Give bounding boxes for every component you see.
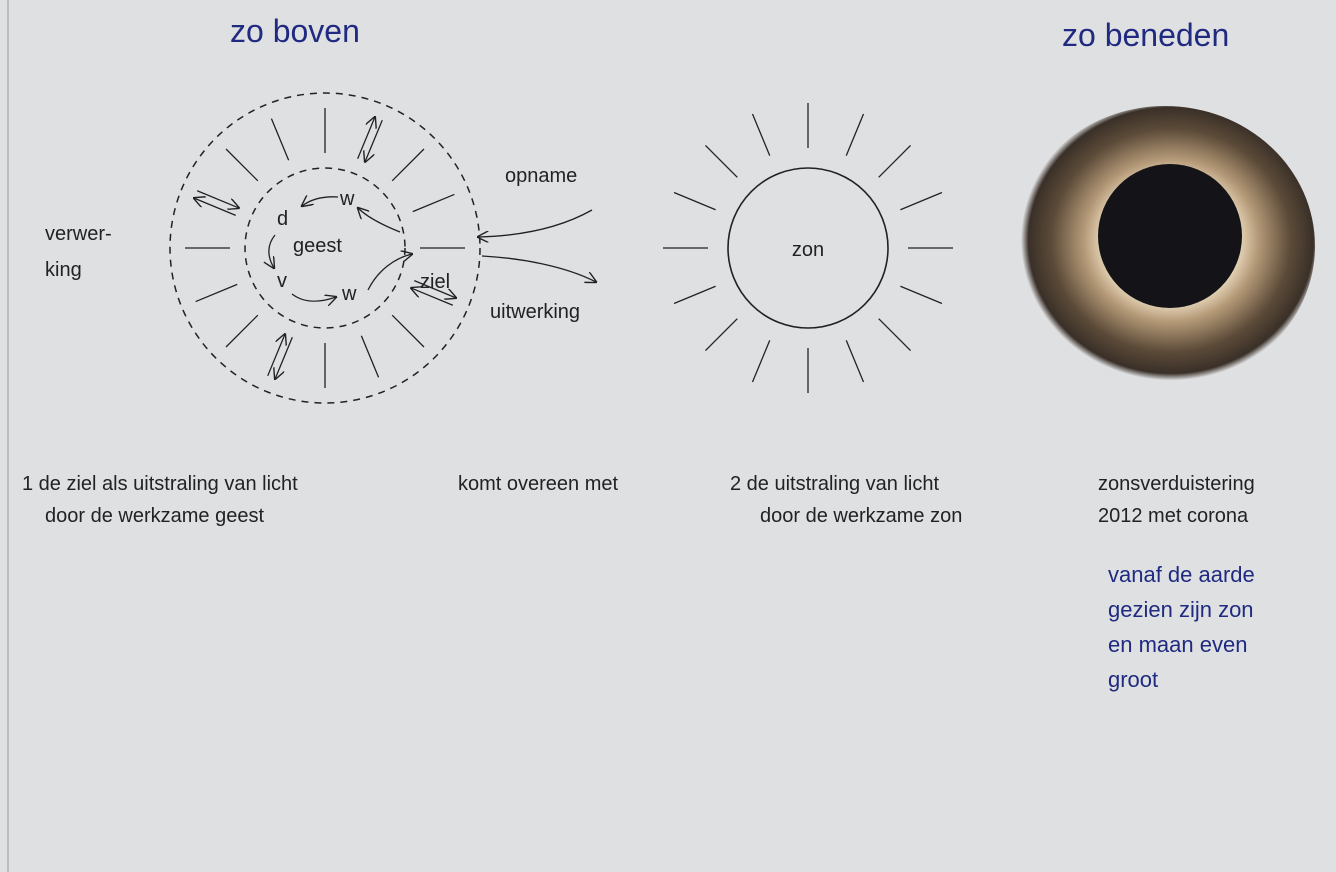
exchange-arrow [197,191,239,208]
caption: 1 de ziel als uitstraling van licht [22,473,298,495]
label: king [45,259,82,281]
ray [392,149,424,181]
inner-arrow [302,197,338,206]
ray [674,286,716,303]
label: opname [505,165,577,187]
letter: w [341,283,357,305]
caption: komt overeen met [458,473,619,495]
ray [413,194,455,211]
slide: zo boven zo beneden verwer- king opname … [0,0,1336,872]
ray [271,119,288,161]
ray [753,114,770,156]
ray [392,315,424,347]
inner-arrow [292,294,336,301]
ray [196,284,238,301]
ray [674,193,716,210]
caption: door de werkzame zon [760,505,962,527]
caption: 2012 met corona [1098,505,1249,527]
ray [879,319,911,351]
letter: w [339,188,355,210]
note: gezien zijn zon [1108,597,1254,622]
letter: d [277,208,288,230]
note: groot [1108,667,1158,692]
ray [705,319,737,351]
caption: door de werkzame geest [45,505,264,527]
moon-disk [1098,164,1242,308]
page: zo boven zo beneden {"headings": {"left"… [0,0,1336,872]
inner-arrow [368,254,412,290]
note: en maan even [1108,632,1247,657]
heading: zo beneden [1062,17,1229,53]
heading: zo boven [230,13,360,49]
inner-arrow [269,235,275,268]
label: verwer- [45,223,112,245]
ray [705,145,737,177]
label: geest [293,235,342,257]
intake-arrow [478,210,592,237]
ray [900,286,942,303]
caption: zonsverduistering [1098,473,1255,495]
label: zon [792,239,824,261]
ray [361,336,378,378]
exchange-arrow [194,198,236,215]
ray [846,340,863,382]
label: uitwerking [490,301,580,323]
ray [226,315,258,347]
output-arrow [482,256,596,282]
exchange-arrow [365,120,382,162]
ray [879,145,911,177]
exchange-arrow [358,117,375,159]
ray [846,114,863,156]
exchange-arrow [275,337,292,379]
ray [753,340,770,382]
inner-arrow [358,208,400,232]
ray [900,193,942,210]
exchange-arrow [268,334,285,376]
note: vanaf de aarde [1108,562,1255,587]
ray [226,149,258,181]
caption: 2 de uitstraling van licht [730,473,939,495]
letter: v [277,270,287,292]
label: ziel [420,271,450,293]
body: zo boven zo beneden verwer- king opname … [0,0,1336,872]
